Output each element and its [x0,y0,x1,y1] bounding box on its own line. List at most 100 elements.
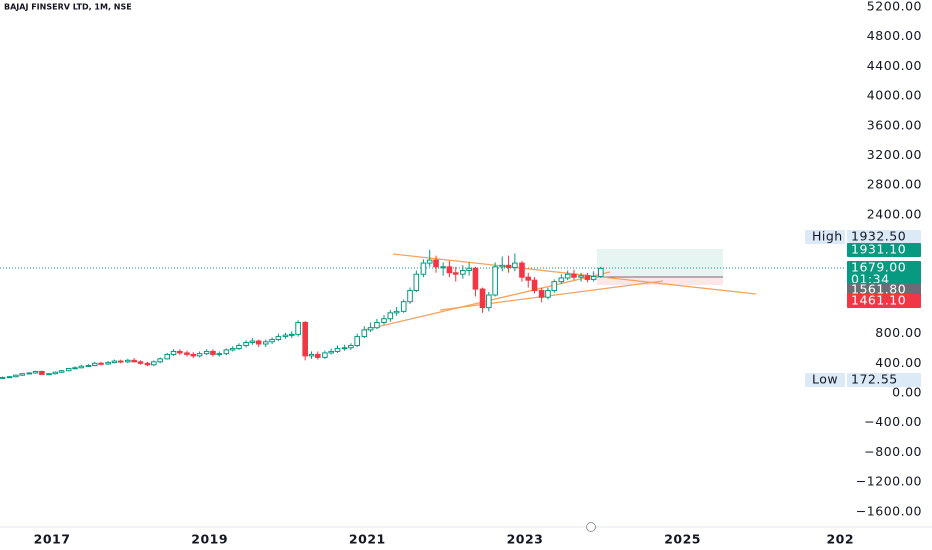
candle-body [393,310,400,314]
candle-body [111,360,118,364]
candle-body [236,344,242,349]
y-tick-label: 3200.00 [867,147,922,162]
badge-name: High [812,229,843,244]
target-zone [597,249,723,276]
candle-body [282,334,289,338]
candle-body [374,321,380,329]
price-badge-text: 172.55 [851,372,898,387]
candle-body [525,276,532,281]
candle-body [538,290,545,298]
candle-body [361,329,368,338]
trend-line-support [439,280,664,311]
candle-body [32,370,39,374]
candle-body [302,321,308,357]
candle-body [492,266,498,296]
candle-body [413,273,420,292]
candle-body [460,270,466,275]
candle-body [564,273,571,279]
candle-body [328,350,334,354]
candle-body [0,376,6,379]
candle-body [545,290,551,298]
candle-body [420,262,427,275]
candle-body [590,275,597,280]
y-tick-label: 4400.00 [867,58,922,73]
y-tick-label: −1200.00 [856,474,922,489]
x-tick-label: 2019 [191,532,228,547]
badge-name-bg [805,373,845,387]
candle-body [354,336,361,346]
candle-body [426,259,433,264]
candle-body [578,275,584,278]
y-tick-label: 400.00 [875,355,922,370]
candle-body [269,339,275,343]
candle-body [486,294,492,309]
candle-body [472,267,479,290]
candle-body [144,362,151,366]
price-badge [847,294,921,308]
candle-body [98,362,104,365]
price-badge [847,243,921,257]
candle-body [223,349,230,355]
y-tick-label: 5200.00 [867,0,922,13]
price-badge [847,373,921,387]
candle-body [157,358,163,363]
candle-body [262,341,269,345]
candle-body [26,372,33,375]
chart-title: BAJAJ FINSERV LTD, 1M, NSE [4,3,132,12]
candle-body [519,262,525,278]
price-badge-text: 1932.50 [851,229,906,244]
candle-body [52,371,59,375]
candle-body [466,267,472,272]
price-badge-text: 1461.10 [851,293,906,308]
candle-body [322,352,328,358]
candle-body [314,353,321,358]
candle-body [249,340,256,344]
candle-body [295,321,301,335]
candle-body [85,365,92,368]
candle-body [499,264,506,268]
candle-body [597,267,604,277]
price-badge-text: 1679.00 [851,260,906,275]
price-badge-sub: 01:34 [851,272,890,287]
candle-body [367,327,374,331]
candle-body [505,264,512,269]
price-badge-text: 1931.10 [851,242,906,257]
price-badge [847,261,921,286]
candle-body [407,290,413,303]
candle-body [584,275,591,280]
x-tick-label: 2025 [664,532,701,547]
candle-body [571,273,577,278]
candle-body [190,353,197,357]
candle-body [105,362,111,365]
y-tick-label: 4800.00 [867,28,922,43]
candle-body [6,376,13,379]
candle-body [72,367,78,370]
candle-body [184,352,190,355]
candle-body [288,333,295,336]
x-tick-label: 202 [826,532,854,547]
badge-name-bg [805,230,845,244]
y-tick-label: 4000.00 [867,88,922,103]
candle-body [400,301,407,312]
y-tick-label: 2800.00 [867,177,922,192]
candle-body [446,266,453,274]
x-tick-label: 2023 [507,532,544,547]
badge-name: Low [812,372,838,387]
y-tick-label: −800.00 [864,444,922,459]
candle-body [65,368,72,372]
x-tick-label: 2017 [34,532,71,547]
candle-body [210,350,216,355]
candle-body [452,272,459,275]
candle-body [203,350,210,355]
candle-body [78,365,85,369]
candle-body [275,336,282,341]
candle-body [558,277,565,283]
candle-body [19,373,26,376]
x-tick-label: 2021 [349,532,386,547]
candle-body [13,374,19,378]
candle-body [177,350,183,354]
candle-body [117,360,124,363]
candle-body [512,262,518,269]
y-tick-label: 800.00 [875,325,922,340]
